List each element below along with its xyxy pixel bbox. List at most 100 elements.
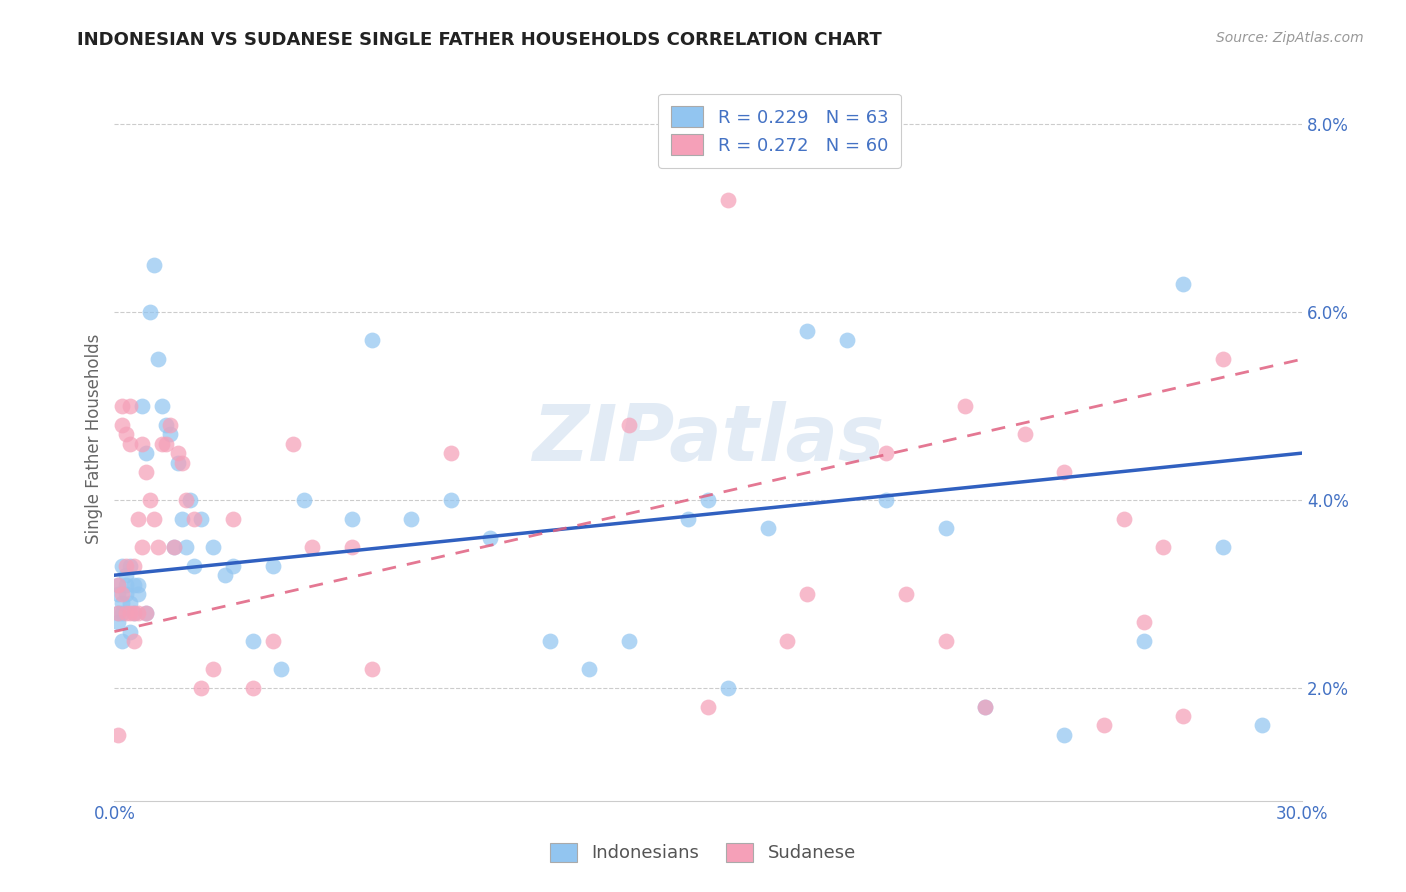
Point — [935, 521, 957, 535]
Point — [179, 493, 201, 508]
Point — [401, 512, 423, 526]
Point — [1152, 540, 1174, 554]
Point — [214, 568, 236, 582]
Text: Source: ZipAtlas.com: Source: ZipAtlas.com — [1216, 31, 1364, 45]
Point — [120, 436, 142, 450]
Point — [139, 493, 162, 508]
Point — [159, 427, 181, 442]
Point — [131, 436, 153, 450]
Point — [155, 436, 177, 450]
Legend: R = 0.229   N = 63, R = 0.272   N = 60: R = 0.229 N = 63, R = 0.272 N = 60 — [658, 94, 901, 168]
Text: ZIPatlas: ZIPatlas — [531, 401, 884, 477]
Point — [183, 512, 205, 526]
Point — [107, 577, 129, 591]
Point — [222, 512, 245, 526]
Point — [935, 634, 957, 648]
Point — [190, 512, 212, 526]
Point — [120, 558, 142, 573]
Point — [122, 577, 145, 591]
Point — [115, 568, 138, 582]
Point — [756, 521, 779, 535]
Point — [135, 606, 157, 620]
Point — [617, 634, 640, 648]
Point — [717, 681, 740, 695]
Point — [875, 446, 897, 460]
Point — [174, 493, 197, 508]
Point — [281, 436, 304, 450]
Point — [115, 606, 138, 620]
Point — [360, 334, 382, 348]
Point — [360, 662, 382, 676]
Point — [120, 399, 142, 413]
Point — [1132, 634, 1154, 648]
Point — [242, 634, 264, 648]
Point — [697, 493, 720, 508]
Point — [107, 577, 129, 591]
Point — [578, 662, 600, 676]
Point — [974, 699, 997, 714]
Point — [479, 531, 502, 545]
Text: INDONESIAN VS SUDANESE SINGLE FATHER HOUSEHOLDS CORRELATION CHART: INDONESIAN VS SUDANESE SINGLE FATHER HOU… — [77, 31, 882, 49]
Point — [120, 596, 142, 610]
Point — [796, 587, 818, 601]
Point — [111, 558, 134, 573]
Point — [107, 615, 129, 630]
Point — [1212, 352, 1234, 367]
Point — [111, 417, 134, 432]
Point — [1212, 540, 1234, 554]
Point — [301, 540, 323, 554]
Point — [262, 558, 284, 573]
Point — [294, 493, 316, 508]
Point — [122, 634, 145, 648]
Point — [111, 596, 134, 610]
Point — [170, 456, 193, 470]
Point — [120, 624, 142, 639]
Point — [678, 512, 700, 526]
Point — [150, 399, 173, 413]
Point — [139, 305, 162, 319]
Point — [143, 258, 166, 272]
Point — [538, 634, 561, 648]
Point — [111, 399, 134, 413]
Point — [1112, 512, 1135, 526]
Point — [776, 634, 799, 648]
Point — [170, 512, 193, 526]
Point — [115, 558, 138, 573]
Point — [163, 540, 186, 554]
Point — [440, 446, 463, 460]
Point — [183, 558, 205, 573]
Point — [127, 512, 149, 526]
Point — [122, 606, 145, 620]
Point — [111, 634, 134, 648]
Point — [202, 662, 225, 676]
Point — [1132, 615, 1154, 630]
Point — [835, 334, 858, 348]
Point — [127, 587, 149, 601]
Point — [190, 681, 212, 695]
Point — [974, 699, 997, 714]
Point — [340, 540, 363, 554]
Point — [131, 540, 153, 554]
Point — [131, 399, 153, 413]
Point — [270, 662, 292, 676]
Point — [440, 493, 463, 508]
Point — [1173, 277, 1195, 291]
Point — [120, 606, 142, 620]
Legend: Indonesians, Sudanese: Indonesians, Sudanese — [543, 836, 863, 870]
Point — [150, 436, 173, 450]
Point — [159, 417, 181, 432]
Point — [107, 587, 129, 601]
Point — [122, 606, 145, 620]
Point — [166, 446, 188, 460]
Point — [894, 587, 917, 601]
Point — [135, 606, 157, 620]
Point — [242, 681, 264, 695]
Point — [107, 606, 129, 620]
Point — [163, 540, 186, 554]
Point — [127, 577, 149, 591]
Point — [107, 606, 129, 620]
Point — [146, 540, 169, 554]
Y-axis label: Single Father Households: Single Father Households — [86, 334, 103, 544]
Point — [146, 352, 169, 367]
Point — [174, 540, 197, 554]
